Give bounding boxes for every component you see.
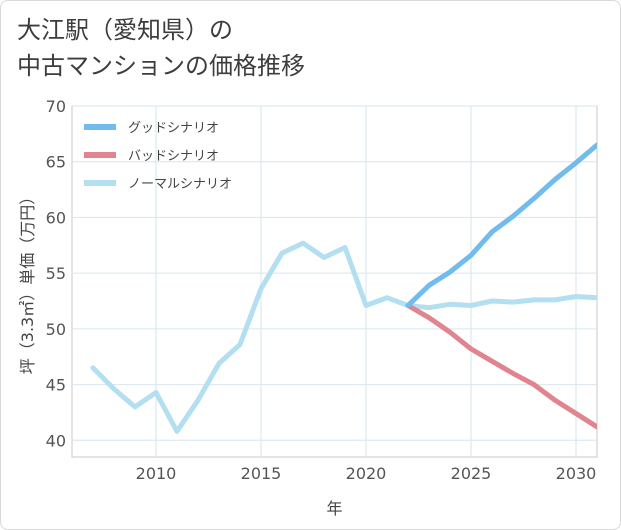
title-line-2: 中古マンションの価格推移	[17, 52, 305, 80]
x-tick-label: 2030	[556, 464, 597, 483]
y-tick-label: 55	[46, 264, 66, 283]
y-tick-label: 70	[46, 97, 66, 116]
x-tick-label: 2020	[346, 464, 387, 483]
x-tick-label: 2025	[451, 464, 492, 483]
legend-label-0: グッドシナリオ	[128, 121, 219, 136]
x-axis-label: 年	[326, 499, 342, 518]
title-line-1: 大江駅（愛知県）の	[17, 16, 233, 44]
chart-title: 大江駅（愛知県）の 中古マンションの価格推移	[17, 12, 305, 84]
y-tick-label: 65	[46, 153, 66, 172]
series-line-2	[90, 240, 597, 434]
x-tick-label: 2010	[136, 464, 177, 483]
y-tick-label: 40	[46, 431, 66, 450]
x-tick-label: 2015	[241, 464, 282, 483]
legend-label-2: ノーマルシナリオ	[128, 177, 232, 192]
series-lines	[90, 142, 597, 434]
y-tick-label: 50	[46, 320, 66, 339]
series-line-0	[405, 142, 597, 308]
tick-labels: 2010 2015 2020 2025 2030 40 45 50 55 60 65 70	[46, 97, 597, 483]
y-tick-label: 45	[46, 376, 66, 395]
series-line-1	[405, 303, 597, 430]
y-tick-label: 60	[46, 208, 66, 227]
legend-label-1: バッドシナリオ	[128, 149, 219, 164]
y-axis-label: 坪（3.3㎡）単価（万円）	[18, 189, 37, 374]
